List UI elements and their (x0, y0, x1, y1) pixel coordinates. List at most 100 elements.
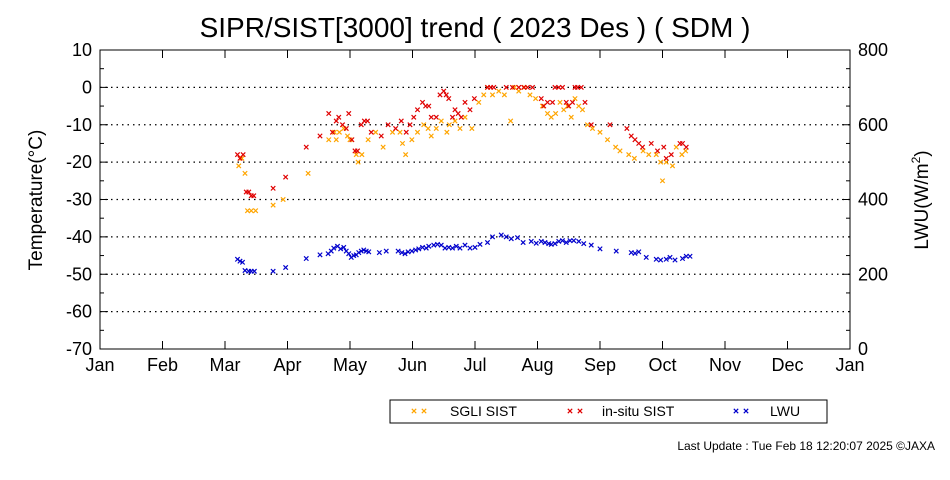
lwu-point (552, 240, 558, 247)
sgli-sist-point (433, 125, 439, 132)
sgli-sist-point (576, 103, 582, 109)
x-tick-label: Feb (147, 355, 178, 375)
lwu-point (395, 248, 401, 254)
legend-marker (743, 408, 749, 414)
lwu-point (346, 251, 352, 257)
sgli-sist-point (333, 137, 339, 143)
lwu-point (383, 248, 389, 254)
sgli-sist-point (414, 129, 421, 135)
lwu-point (242, 267, 248, 274)
insitu-sist-point (654, 148, 661, 154)
insitu-sist-point (446, 95, 452, 102)
insitu-sist-point (624, 125, 630, 132)
y-tick-label: -30 (66, 190, 92, 210)
lwu-point (399, 249, 405, 256)
lwu-point (533, 240, 539, 246)
y2-tick-label: 0 (858, 339, 868, 359)
sgli-sist-point (336, 129, 342, 135)
lwu-point (520, 239, 526, 246)
sgli-sist-point (457, 125, 463, 132)
lwu-point (556, 238, 562, 244)
lwu-point (472, 244, 478, 250)
insitu-sist-point (663, 155, 669, 162)
lwu-point (331, 245, 337, 251)
sgli-sist-point (344, 133, 351, 139)
sgli-sist-point (568, 114, 574, 120)
lwu-point (503, 234, 509, 240)
lwu-point (514, 234, 521, 241)
sgli-sist-point (673, 144, 679, 150)
insitu-sist-point (449, 114, 456, 120)
insitu-sist-point (398, 118, 404, 124)
lwu-point (508, 236, 514, 242)
lwu-point (528, 238, 534, 244)
x-tick-label: Sep (584, 355, 616, 375)
lwu-point (239, 259, 246, 265)
insitu-sist-point (437, 92, 443, 98)
lwu-point (356, 249, 362, 256)
lwu-point (366, 249, 372, 255)
lwu-point (442, 245, 448, 251)
insitu-sist-point (251, 193, 257, 199)
lwu-point (597, 246, 603, 252)
insitu-sist-point (393, 125, 399, 132)
sgli-sist-point (397, 129, 403, 135)
sgli-sist-point (438, 118, 444, 124)
sgli-sist-point (557, 99, 563, 105)
sgli-sist-point (373, 129, 379, 135)
sgli-sist-point (236, 163, 242, 169)
lwu-point (548, 241, 554, 247)
insitu-sist-point (563, 99, 569, 105)
insitu-sist-point (428, 114, 434, 120)
insitu-sist-point (443, 92, 449, 98)
insitu-sist-point (582, 99, 588, 105)
insitu-sist-point (378, 133, 384, 139)
insitu-sist-point (407, 122, 413, 128)
insitu-sist-point (433, 114, 439, 120)
legend-marker (577, 408, 583, 414)
x-tick-label: Jul (463, 355, 486, 375)
y-tick-label: -60 (66, 302, 92, 322)
sgli-sist-point (331, 129, 337, 135)
legend-markers (411, 408, 749, 414)
lwu-point (658, 257, 664, 263)
insitu-sist-point (648, 140, 654, 147)
sgli-sist-point (527, 92, 533, 98)
axis-ticks (99, 49, 851, 350)
insitu-sist-point (458, 114, 464, 120)
lwu-point (413, 247, 419, 253)
x-tick-label: Jan (85, 355, 114, 375)
sgli-sist-point (548, 114, 554, 120)
insitu-sist-point (541, 103, 547, 109)
grid-lines (100, 86, 850, 313)
lwu-point (663, 256, 669, 262)
legend-marker (733, 408, 739, 414)
lwu-point (283, 264, 289, 271)
insitu-sist-point (529, 84, 536, 90)
lwu-point (317, 252, 323, 258)
insitu-sist-point (524, 84, 531, 90)
insitu-sist-point (326, 110, 332, 117)
legend-marker (411, 408, 417, 414)
insitu-sist-point (385, 122, 391, 128)
y-axis-label: Temperature(°C) (26, 130, 47, 271)
sgli-sist-point (347, 137, 353, 143)
y-tick-label: 10 (72, 40, 92, 60)
x-tick-label: Nov (709, 355, 741, 375)
sgli-sist-point (653, 152, 659, 158)
lwu-point (588, 242, 594, 248)
x-tick-label: Jun (398, 355, 427, 375)
lwu-point (457, 245, 463, 251)
sgli-sist-point (564, 103, 571, 109)
sgli-sist-point (280, 196, 286, 203)
lwu-point (341, 244, 347, 250)
lwu-point (581, 240, 587, 247)
lwu-point (409, 248, 415, 254)
lwu-point (489, 234, 496, 240)
data-points (234, 84, 693, 274)
y2-tick-label: 400 (858, 190, 888, 210)
x-tick-label: Mar (210, 355, 241, 375)
lwu-point (416, 246, 422, 252)
legend-marker (421, 408, 427, 414)
